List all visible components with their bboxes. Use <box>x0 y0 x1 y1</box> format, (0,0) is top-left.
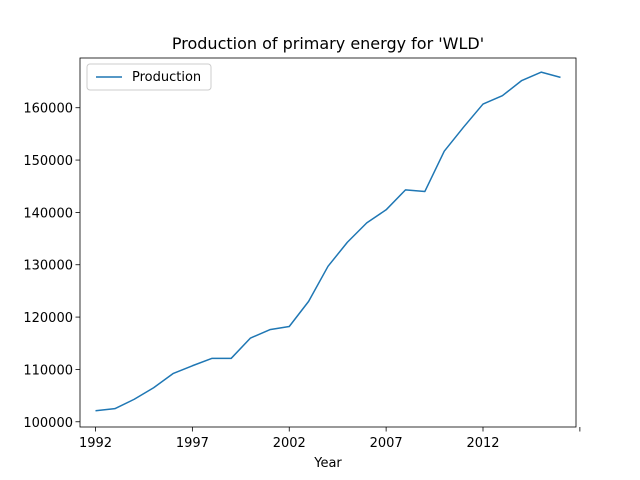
x-tick-label: 2012 <box>466 436 499 451</box>
series-line-production <box>95 71 561 412</box>
y-tick-label: 110000 <box>23 363 73 378</box>
legend-label-production: Production <box>132 70 201 85</box>
y-tick-label: 120000 <box>23 311 73 326</box>
plot-frame <box>79 57 577 428</box>
x-tick-label: 1992 <box>79 436 112 451</box>
y-tick-label: 140000 <box>23 206 73 221</box>
y-tick-label: 160000 <box>23 102 73 117</box>
y-tick-label: 100000 <box>23 416 73 431</box>
y-tick-label: 150000 <box>23 154 73 169</box>
y-tick-label: 130000 <box>23 259 73 274</box>
x-tick-label: 1997 <box>176 436 209 451</box>
x-tick-label: 2007 <box>370 436 403 451</box>
legend-box <box>86 63 212 91</box>
chart-title: Production of primary energy for 'WLD' <box>172 34 484 53</box>
legend: Production <box>86 63 212 91</box>
plot-area: 1992 1997 2002 2007 2012 100000 110000 120000 13… <box>23 57 581 451</box>
x-axis-label: Year <box>313 456 342 471</box>
x-tick-label: 2002 <box>273 436 306 451</box>
